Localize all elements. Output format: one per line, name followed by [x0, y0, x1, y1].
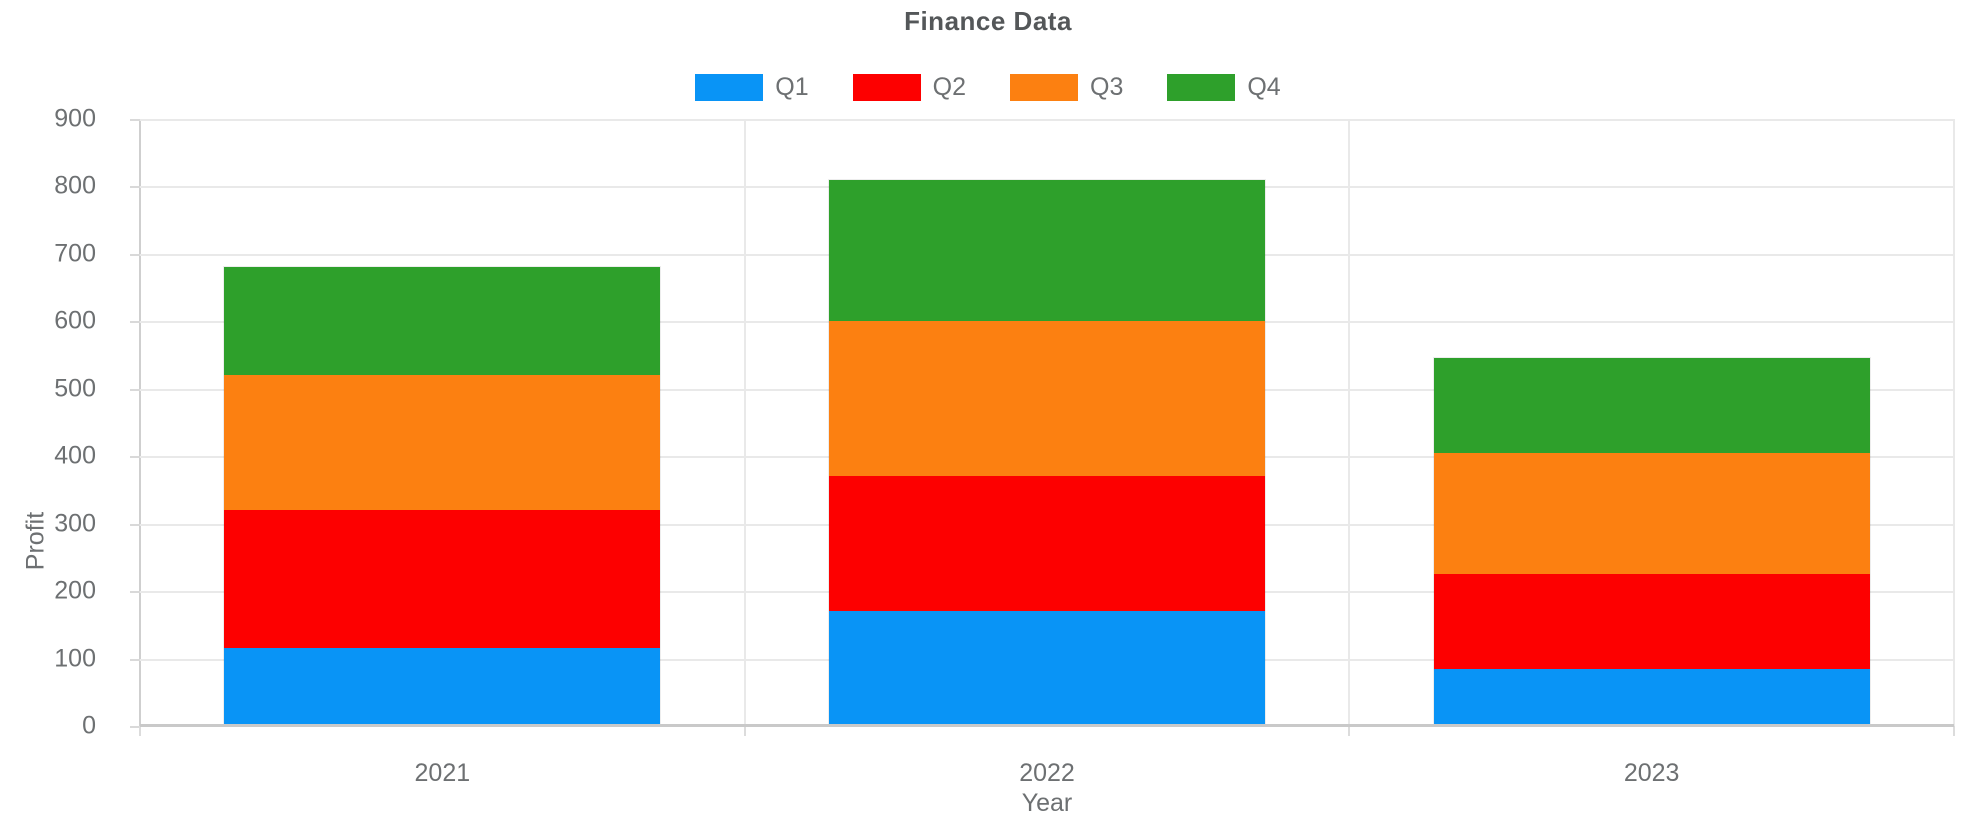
legend-label-q4: Q4 [1247, 73, 1281, 101]
y-tick-label-100: 100 [54, 644, 96, 673]
bar-2022-q3-segment[interactable] [829, 321, 1265, 477]
chart-legend: Q1 Q2 Q3 Q4 [0, 73, 1976, 102]
x-axis-line [140, 724, 1954, 727]
y-tick-mark-900 [130, 119, 140, 121]
x-tick-mark-1 [743, 726, 746, 736]
bar-2021-q1-segment[interactable] [224, 648, 661, 726]
legend-swatch-q4 [1167, 74, 1236, 101]
legend-swatch-q1 [695, 74, 764, 101]
x-tick-mark-2 [1348, 726, 1351, 736]
bar-2021-q3-segment[interactable] [224, 375, 661, 511]
bar-2021-q4-segment[interactable] [224, 267, 661, 376]
legend-label-q2: Q2 [932, 73, 966, 101]
y-tick-mark-500 [130, 388, 140, 391]
x-tick-label-2021: 2021 [414, 759, 471, 787]
y-tick-mark-600 [130, 321, 140, 324]
bar-2023-q3-segment[interactable] [1433, 452, 1870, 575]
plot-area: 0 100 200 300 400 500 600 700 800 900 2021 2022 202… [22, 105, 1955, 787]
y-tick-label-900: 900 [54, 104, 96, 133]
y-tick-mark-700 [130, 253, 140, 256]
y-tick-mark-800 [130, 186, 140, 189]
y-tick-label-300: 300 [54, 509, 96, 538]
legend-swatch-q3 [1010, 74, 1078, 101]
x-axis-title: Year [0, 789, 1976, 818]
gridline-x-1 [743, 119, 746, 726]
y-axis-title: Profit [21, 511, 50, 571]
bar-stack-2022[interactable] [828, 178, 1266, 728]
y-tick-label-400: 400 [54, 441, 96, 470]
y-tick-label-200: 200 [54, 576, 96, 605]
bar-stack-2023[interactable] [1432, 357, 1871, 727]
bar-2023-q1-segment[interactable] [1433, 668, 1870, 726]
y-tick-mark-0 [130, 726, 140, 728]
x-tick-mark-0 [139, 726, 141, 736]
y-tick-mark-400 [130, 456, 140, 459]
legend-swatch-q2 [852, 74, 921, 101]
bar-2022-q1-segment[interactable] [829, 611, 1265, 726]
legend-item-q4[interactable]: Q4 [1167, 73, 1281, 102]
y-tick-mark-300 [130, 523, 140, 526]
x-axis-title-text: Year [1021, 789, 1073, 817]
y-tick-label-800: 800 [54, 171, 96, 200]
legend-label-q3: Q3 [1090, 73, 1124, 101]
chart-title: Finance Data [904, 6, 1072, 36]
gridline-y-900 [140, 119, 1954, 121]
x-tick-label-2023: 2023 [1623, 759, 1680, 787]
y-tick-mark-200 [130, 591, 140, 594]
y-tick-label-700: 700 [54, 239, 96, 268]
y-tick-label-600: 600 [54, 306, 96, 335]
y-tick-label-500: 500 [54, 374, 96, 403]
bar-2022-q4-segment[interactable] [829, 179, 1265, 322]
legend-item-q3[interactable]: Q3 [1010, 73, 1123, 102]
gridline-x-3 [1953, 119, 1955, 726]
x-tick-label-2022: 2022 [1019, 759, 1075, 787]
bar-stack-2021[interactable] [223, 266, 662, 727]
bar-2022-q2-segment[interactable] [829, 476, 1265, 612]
y-tick-label-0: 0 [82, 711, 96, 740]
bar-2023-q2-segment[interactable] [1433, 574, 1870, 669]
gridline-x-2 [1348, 119, 1351, 726]
legend-item-q1[interactable]: Q1 [695, 73, 809, 102]
x-tick-mark-3 [1953, 726, 1955, 736]
bar-2023-q4-segment[interactable] [1433, 358, 1870, 453]
y-axis-line [139, 119, 141, 735]
legend-item-q2[interactable]: Q2 [852, 73, 966, 102]
y-tick-mark-100 [130, 658, 140, 661]
bar-2021-q2-segment[interactable] [224, 510, 661, 649]
legend-label-q1: Q1 [775, 73, 809, 101]
